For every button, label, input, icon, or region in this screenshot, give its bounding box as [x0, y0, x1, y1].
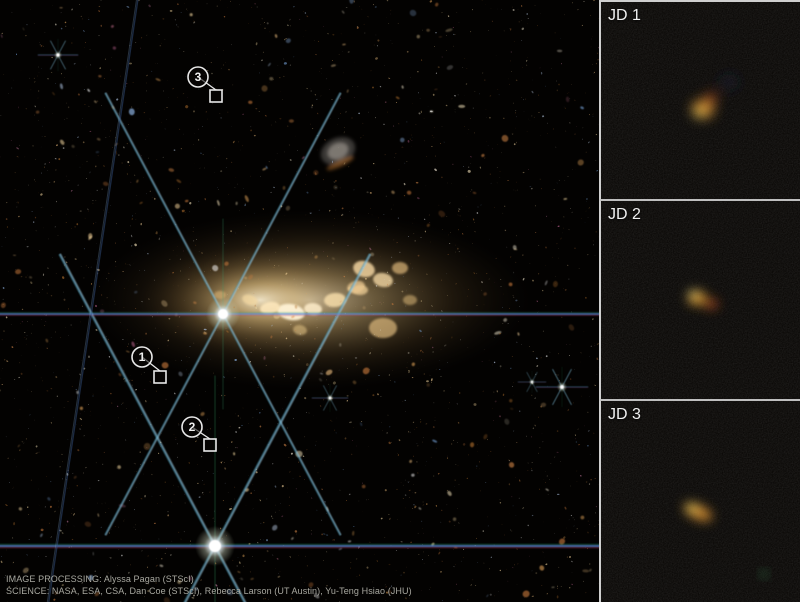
svg-text:3: 3	[195, 70, 202, 84]
svg-text:2: 2	[189, 420, 196, 434]
svg-text:1: 1	[139, 350, 146, 364]
